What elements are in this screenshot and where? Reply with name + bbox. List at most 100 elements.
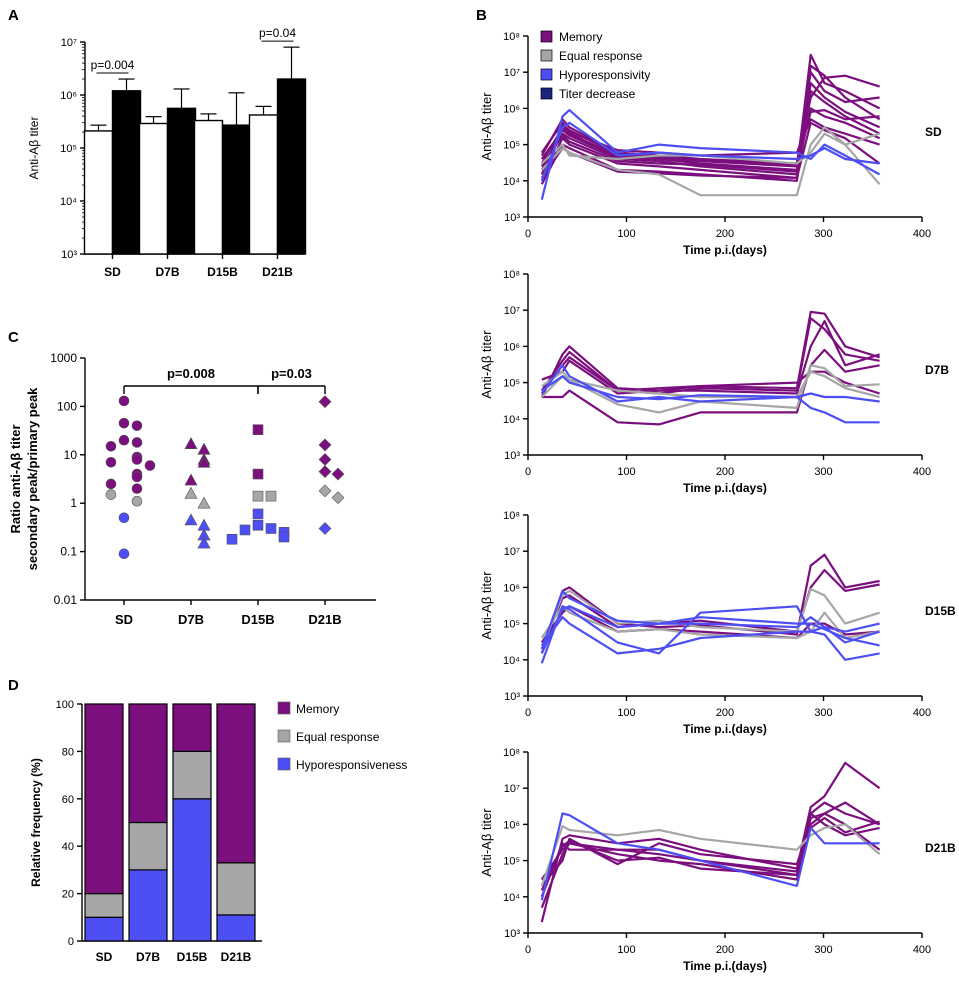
panel-a-y-label: Anti-Aβ titer [27, 117, 41, 180]
panel-b-group-label: D21B [925, 841, 956, 855]
panel-c-point-square [278, 531, 290, 543]
panel-c-point-circle [131, 495, 143, 507]
panel-b-x-label: Time p.i.(days) [683, 722, 767, 736]
panel-d-y-tick-label: 60 [62, 794, 74, 806]
panel-b-y-tick-label: 10⁵ [503, 140, 520, 152]
panel-b-x-tick-label: 100 [617, 466, 635, 478]
panel-b-series-line [540, 761, 881, 923]
panel-d-bar-segment [128, 821, 168, 871]
panel-d-category-label: D21B [221, 950, 252, 964]
panel-b-y-tick-label: 10⁶ [503, 582, 520, 594]
panel-c-point-circle [131, 483, 143, 494]
panel-b-legend-swatch [540, 68, 553, 81]
panel-b-y-tick-label: 10⁷ [504, 546, 520, 558]
panel-b-x-label: Time p.i.(days) [683, 959, 767, 973]
panel-b-series-line [541, 348, 880, 426]
panel-c-point-square [252, 519, 264, 531]
panel-b-y-tick-label: 10⁴ [503, 892, 520, 904]
panel-a-bar [248, 114, 279, 255]
panel-d-y-tick-label: 0 [68, 936, 74, 948]
panel-b-x-tick-label: 300 [814, 944, 832, 956]
panel-d-y-tick-label: 80 [62, 746, 74, 758]
panel-b-y-tick-label: 10⁶ [503, 341, 520, 353]
panel-a-category-label: D15B [207, 265, 238, 279]
panel-b-x-tick-label: 400 [913, 228, 931, 240]
panel-d-bar-segment [84, 892, 124, 918]
panel-b-y-label: Anti-Aβ titer [479, 571, 494, 640]
panel-b-series-line [540, 823, 881, 887]
panel-a-y-tick-label: 10³ [61, 249, 77, 261]
panel-c-point-square [265, 523, 277, 534]
panel-c-y-tick-label: 1000 [50, 351, 77, 365]
panel-c-point-circle [105, 440, 117, 452]
panel-a-bar [111, 90, 142, 255]
panel-a-bar [166, 107, 197, 255]
panel-d-bar-segment [216, 862, 256, 916]
panel-c-point-diamond [318, 453, 332, 466]
panel-b-x-tick-label: 200 [716, 707, 734, 719]
panel-b-x-tick-label: 300 [814, 707, 832, 719]
panel-b-series-line [540, 108, 881, 200]
panel-a-bar [83, 130, 114, 255]
panel-b-y-tick-label: 10⁷ [504, 783, 520, 795]
panel-d-category-label: D15B [177, 950, 208, 964]
panel-b-y-tick-label: 10⁸ [503, 747, 520, 759]
panel-c-point-circle [118, 434, 130, 446]
panel-label-a: A [8, 7, 19, 24]
panel-b-series-line [540, 107, 881, 173]
panel-d-bar-segment [128, 703, 168, 824]
panel-d-category-label: SD [96, 950, 113, 964]
panel-b-y-tick-label: 10³ [504, 450, 520, 462]
panel-b-y-tick-label: 10³ [504, 212, 520, 224]
panel-b-x-tick-label: 300 [814, 466, 832, 478]
panel-b-x-tick-label: 100 [617, 944, 635, 956]
panel-a-p-value: p=0.04 [259, 26, 296, 40]
panel-c-y-tick-label: 0.01 [54, 593, 78, 607]
panel-b-legend-swatch [540, 49, 553, 62]
panel-c-point-triangle [197, 496, 211, 509]
panel-b-y-tick-label: 10⁸ [503, 510, 520, 522]
panel-b-series-line [540, 81, 881, 182]
panel-c-point-triangle [197, 536, 211, 549]
panel-b-y-label: Anti-Aβ titer [479, 808, 494, 877]
panel-c-point-circle [118, 548, 130, 560]
panel-b-legend-label: Equal response [559, 49, 643, 63]
panel-a-category-label: D7B [155, 265, 179, 279]
panel-b-x-tick-label: 400 [913, 944, 931, 956]
panel-b-series-line [540, 816, 880, 891]
panel-c-point-diamond [331, 467, 345, 481]
panel-b-y-tick-label: 10⁷ [504, 67, 520, 79]
panel-c-point-square [252, 424, 264, 436]
panel-c-point-triangle [197, 455, 211, 468]
panel-b-series-line [540, 553, 880, 654]
panel-d-bar-segment [216, 914, 256, 942]
panel-c-point-square [252, 468, 264, 480]
panel-d-legend-swatch [277, 757, 291, 771]
panel-b-series-line [540, 812, 881, 909]
panel-b-series-line [540, 605, 880, 640]
panel-d-legend-swatch [277, 701, 291, 715]
panel-c-category-label: D15B [241, 612, 274, 627]
panel-c-point-circle [105, 489, 117, 500]
panel-c-point-circle [131, 420, 143, 431]
panel-c-point-diamond [331, 491, 345, 505]
panel-label-d: D [8, 677, 19, 694]
panel-a-category-label: D21B [262, 265, 293, 279]
panel-b-x-tick-label: 200 [716, 466, 734, 478]
panel-b-y-tick-label: 10³ [504, 691, 520, 703]
panel-c-point-triangle [184, 513, 198, 526]
panel-c-y-tick-label: 10 [64, 448, 78, 462]
panel-b-x-tick-label: 400 [913, 707, 931, 719]
panel-a-bar [221, 124, 252, 255]
panel-b-series-line [540, 64, 881, 176]
panel-b-y-tick-label: 10⁴ [503, 655, 520, 667]
panel-b-series-line [540, 616, 880, 655]
panel-c-point-square [239, 524, 251, 536]
panel-b-series-line [540, 364, 880, 424]
panel-a-y-tick-label: 10⁴ [60, 196, 77, 208]
panel-d-category-label: D7B [136, 950, 160, 964]
panel-a-bar [193, 119, 224, 255]
panel-a-bar [276, 78, 307, 255]
panel-c-point-circle [105, 456, 117, 468]
